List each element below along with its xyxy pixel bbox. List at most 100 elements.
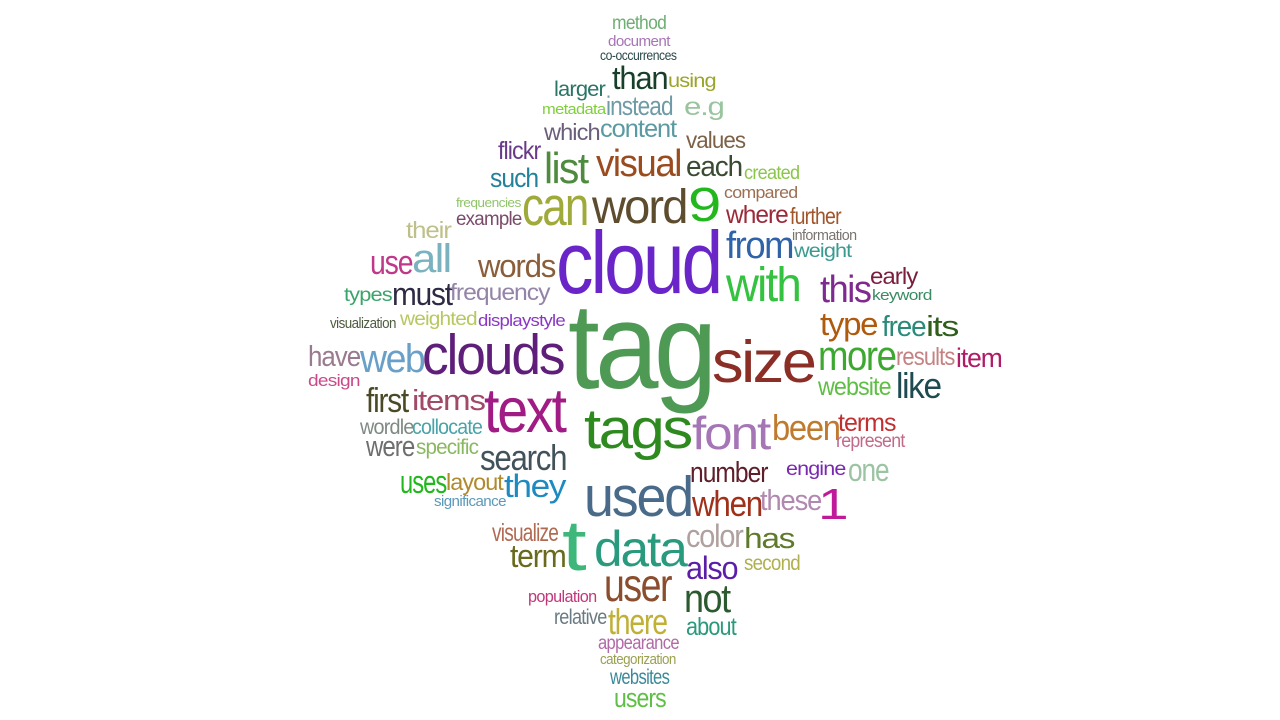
cloud-word: co-occurrences [600,47,677,64]
cloud-word: color [686,518,744,555]
cloud-word: one [848,452,890,489]
cloud-word: cloud [556,213,723,313]
cloud-word: website [818,373,892,401]
cloud-word: results [896,343,955,371]
cloud-word: their [406,217,452,244]
cloud-word: number [690,456,768,489]
cloud-word: been [772,406,841,448]
cloud-word: collocate [412,416,483,440]
cloud-word: types [344,284,393,306]
cloud-word: visualization [330,315,396,333]
cloud-word: items [412,384,486,417]
cloud-word: like [896,364,942,406]
cloud-word: data [594,521,688,577]
cloud-word: which [544,119,601,146]
cloud-word: with [726,259,802,313]
cloud-word: e.g [684,93,725,121]
cloud-word: instead [606,90,674,121]
cloud-word: when [692,482,763,524]
cloud-word: size [712,328,817,395]
cloud-word: information [792,227,857,245]
cloud-word: t [562,507,587,587]
cloud-word: text [484,376,567,447]
cloud-word: word [592,181,688,235]
cloud-word: also [686,550,739,587]
cloud-word: web [360,337,426,382]
cloud-word: larger [554,78,606,102]
cloud-word: must [392,276,453,313]
cloud-word: specific [416,436,479,460]
cloud-word: words [478,248,556,285]
cloud-word: has [744,522,795,555]
cloud-word: compared [724,182,798,202]
cloud-word: 9 [688,179,721,233]
cloud-word: content [600,115,677,143]
cloud-word: from [726,225,795,268]
cloud-word: early [870,263,918,290]
cloud-word: all [412,237,452,282]
cloud-word: font [692,407,771,460]
cloud-word: visualize [492,519,559,547]
cloud-word: weight [794,240,852,262]
cloud-word: term [510,538,567,575]
cloud-word: using [668,70,717,92]
cloud-word: first [366,381,409,420]
cloud-word: item [956,342,1003,373]
cloud-word: user [604,559,672,612]
cloud-word: frequencies [456,195,521,211]
cloud-word: users [614,682,667,713]
cloud-word: weighted [400,308,478,330]
cloud-word: design [308,370,360,390]
cloud-word: metadata [542,101,606,119]
cloud-word: keyword [872,287,932,305]
cloud-word: websites [610,666,670,690]
cloud-word: tags [584,397,693,462]
cloud-word: they [504,468,566,505]
cloud-word: were [366,430,415,463]
cloud-word: these [760,484,822,517]
cloud-word: type [820,306,879,343]
cloud-word: each [686,150,743,183]
cloud-word: 1 [818,479,849,529]
cloud-word: engine [786,458,846,480]
cloud-word: layout [446,469,504,496]
cloud-word: flickr [498,137,541,165]
cloud-word: than [612,60,669,97]
cloud-word: represent [836,430,905,452]
cloud-word: values [686,127,746,154]
cloud-word: created [744,162,800,184]
cloud-word: used [584,465,694,530]
cloud-word: terms [838,409,896,437]
cloud-word: list [544,143,589,193]
cloud-word: second [744,552,801,576]
cloud-word: displaystyle [478,310,566,330]
cloud-word: example [456,208,522,230]
cloud-word: clouds [422,323,566,388]
cloud-word: use [370,243,414,282]
cloud-word: have [308,340,361,373]
cloud-word: visual [596,143,682,186]
cloud-word: not [684,577,731,622]
cloud-word: such [490,162,539,193]
cloud-word: wordle [360,416,414,440]
cloud-word: population [528,586,597,606]
cloud-word: its [926,310,959,343]
cloud-word: there [608,600,668,642]
cloud-word: free [882,310,927,343]
cloud-word: further [790,203,842,230]
cloud-word: frequency [450,279,550,306]
cloud-word: significance [434,493,507,511]
cloud-word: search [480,436,568,478]
cloud-word: can [522,175,589,238]
cloud-word: about [686,613,737,641]
cloud-word: this [820,269,872,312]
cloud-word: document [608,33,670,51]
cloud-word: appearance [598,632,680,654]
cloud-word: uses [400,464,447,501]
cloud-word: where [726,201,789,229]
cloud-word: tag [568,278,717,415]
cloud-word: more [818,331,897,379]
cloud-word: categorization [600,651,676,669]
cloud-word: relative [554,606,607,630]
